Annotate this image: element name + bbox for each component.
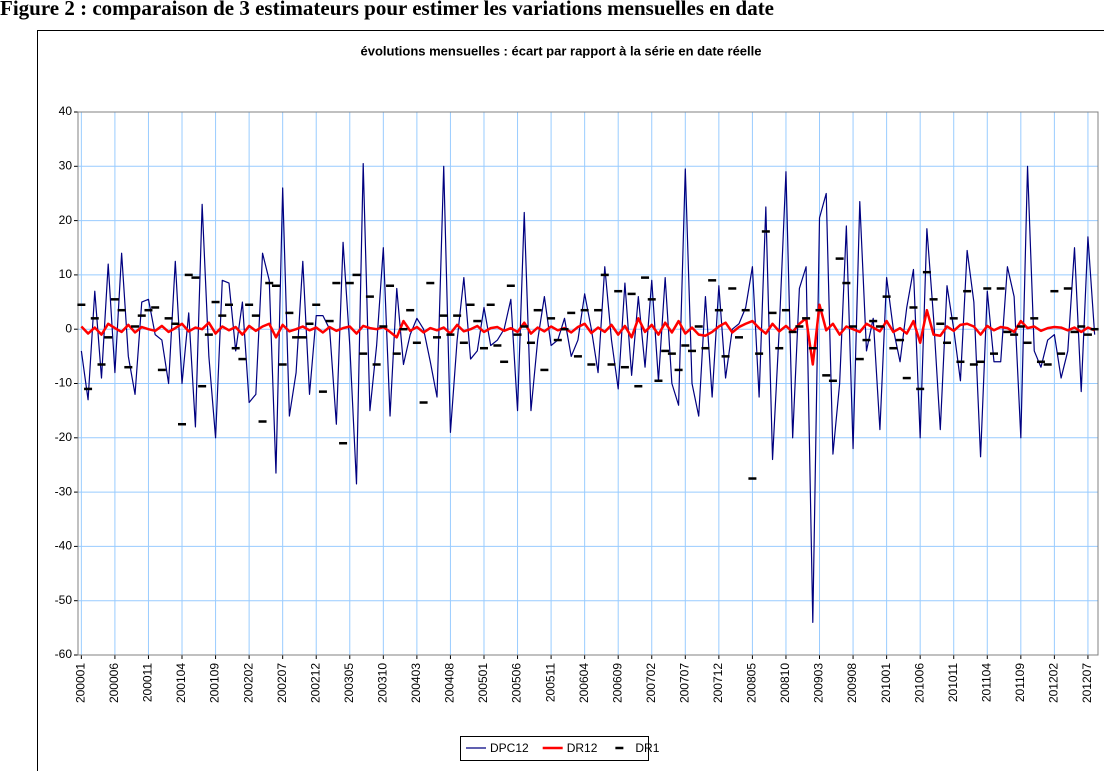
x-tick-label: 200207 xyxy=(275,663,289,703)
x-tick-label: 200511 xyxy=(543,663,557,702)
x-tick-label: 200403 xyxy=(409,663,423,703)
x-tick-label: 201006 xyxy=(912,663,926,703)
x-tick-label: 201001 xyxy=(879,663,893,703)
y-tick-label: -50 xyxy=(55,593,73,607)
x-tick-label: 200305 xyxy=(342,663,356,703)
x-tick-label: 200702 xyxy=(644,663,658,703)
y-tick-label: -30 xyxy=(55,484,73,498)
legend-label: DR12 xyxy=(567,741,598,755)
x-tick-label: 200408 xyxy=(443,663,457,703)
x-tick-label: 200604 xyxy=(577,663,591,703)
x-tick-label: 201202 xyxy=(1047,663,1061,703)
x-tick-label: 200707 xyxy=(677,663,691,703)
x-tick-label: 200501 xyxy=(476,663,490,703)
x-tick-label: 201207 xyxy=(1080,663,1094,703)
y-tick-label: -10 xyxy=(55,376,73,390)
x-tick-label: 200609 xyxy=(610,663,624,703)
x-tick-label: 200006 xyxy=(107,663,121,703)
legend-label: DPC12 xyxy=(490,741,529,755)
x-tick-label: 200310 xyxy=(376,663,390,703)
x-tick-label: 200001 xyxy=(74,663,88,703)
x-tick-label: 200903 xyxy=(812,663,826,703)
x-tick-label: 200810 xyxy=(778,663,792,703)
series-line xyxy=(80,162,1096,624)
x-tick-label: 200506 xyxy=(510,663,524,703)
x-tick-label: 201011 xyxy=(946,663,960,702)
x-tick-label: 200202 xyxy=(241,663,255,703)
x-tick-label: 201104 xyxy=(979,663,993,702)
y-tick-label: 0 xyxy=(65,321,72,335)
series-line xyxy=(80,303,1096,366)
plot-border xyxy=(77,111,1099,656)
chart-title: évolutions mensuelles : écart par rappor… xyxy=(361,43,762,58)
x-tick-label: 201109 xyxy=(1013,663,1027,702)
y-tick-label: -20 xyxy=(55,430,73,444)
x-tick-label: 200712 xyxy=(711,663,725,703)
x-tick-label: 200104 xyxy=(174,663,188,703)
x-tick-label: 200011 xyxy=(141,663,155,702)
x-tick-label: 200212 xyxy=(308,663,322,703)
y-tick-label: -60 xyxy=(55,647,73,661)
x-tick-label: 200805 xyxy=(745,663,759,703)
y-tick-label: 10 xyxy=(59,267,73,281)
x-tick-label: 200109 xyxy=(208,663,222,703)
x-tick-label: 200908 xyxy=(845,663,859,703)
y-tick-label: 40 xyxy=(59,104,73,118)
page-title: Figure 2 : comparaison de 3 estimateurs … xyxy=(0,0,774,20)
y-tick-label: 20 xyxy=(59,213,73,227)
y-tick-label: -40 xyxy=(55,539,73,553)
legend-label: DR1 xyxy=(635,741,659,755)
y-tick-label: 30 xyxy=(59,158,73,172)
